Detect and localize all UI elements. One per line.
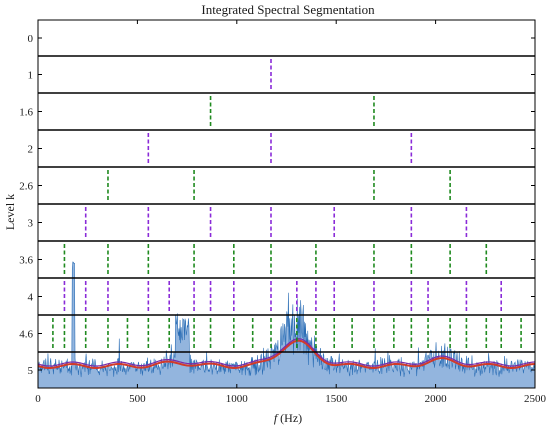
- level-tick-label: 3: [28, 218, 34, 230]
- level-tick-label: 4: [28, 292, 34, 304]
- level-tick-label: 2.6: [19, 181, 33, 193]
- envelope-red: [37, 339, 536, 370]
- level-tick-label: 3.6: [19, 255, 33, 267]
- plot-frame: [37, 19, 536, 389]
- envelope-purple: [37, 338, 536, 367]
- x-axis-label-variable: f: [274, 411, 279, 425]
- level-tick-label: 2: [28, 144, 34, 156]
- dashed-boundaries: [52, 59, 522, 349]
- level-tick-label: 4.6: [19, 329, 33, 341]
- level-tick-label: 1: [28, 70, 34, 82]
- x-tick-label: 500: [129, 393, 146, 405]
- x-tick-label: 0: [35, 393, 41, 405]
- x-tick-label: 1500: [325, 393, 348, 405]
- x-tick-label: 1000: [226, 393, 249, 405]
- x-axis-label: f (Hz): [274, 411, 302, 425]
- chart-title: Integrated Spectral Segmentation: [201, 2, 375, 17]
- spectrum-trace: [37, 261, 536, 389]
- y-axis-label: Level k: [3, 194, 17, 230]
- x-tick-label: 2500: [524, 393, 547, 405]
- level-rows: [38, 55, 535, 353]
- y-axis-label-group: Level k: [3, 194, 17, 230]
- spectrum-layer: [37, 261, 536, 389]
- x-axis-label-unit: (Hz): [277, 411, 302, 425]
- level-tick-label: 5: [28, 365, 34, 377]
- level-tick-label: 1.6: [19, 107, 33, 119]
- axis-ticks: 0 500 1000 1500 2000 2500 0 1 1.6 2 2.6 3 3.6 4 4.6 5: [19, 20, 547, 405]
- x-tick-label: 2000: [425, 393, 448, 405]
- level-tick-label: 0: [28, 33, 34, 45]
